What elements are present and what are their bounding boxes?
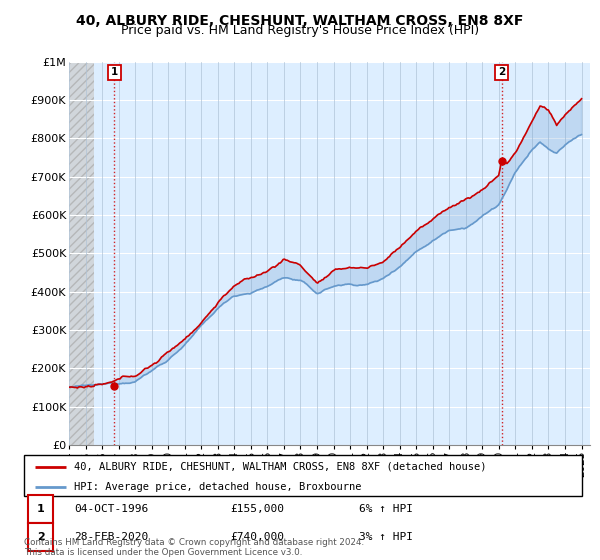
Bar	[28, 523, 53, 550]
Text: 28-FEB-2020: 28-FEB-2020	[74, 532, 148, 542]
Text: 2: 2	[37, 532, 44, 542]
Text: 40, ALBURY RIDE, CHESHUNT, WALTHAM CROSS, EN8 8XF (detached house): 40, ALBURY RIDE, CHESHUNT, WALTHAM CROSS…	[74, 461, 487, 472]
Text: £740,000: £740,000	[230, 532, 284, 542]
Text: HPI: Average price, detached house, Broxbourne: HPI: Average price, detached house, Brox…	[74, 482, 362, 492]
Text: 3% ↑ HPI: 3% ↑ HPI	[359, 532, 413, 542]
Text: 2: 2	[498, 67, 505, 77]
Text: Price paid vs. HM Land Registry's House Price Index (HPI): Price paid vs. HM Land Registry's House …	[121, 24, 479, 37]
Text: £155,000: £155,000	[230, 504, 284, 514]
Text: Contains HM Land Registry data © Crown copyright and database right 2024.
This d: Contains HM Land Registry data © Crown c…	[24, 538, 364, 557]
Text: 40, ALBURY RIDE, CHESHUNT, WALTHAM CROSS, EN8 8XF: 40, ALBURY RIDE, CHESHUNT, WALTHAM CROSS…	[76, 14, 524, 28]
Text: 1: 1	[111, 67, 118, 77]
Text: 04-OCT-1996: 04-OCT-1996	[74, 504, 148, 514]
Text: 1: 1	[37, 504, 44, 514]
Text: 6% ↑ HPI: 6% ↑ HPI	[359, 504, 413, 514]
Bar	[28, 496, 53, 523]
